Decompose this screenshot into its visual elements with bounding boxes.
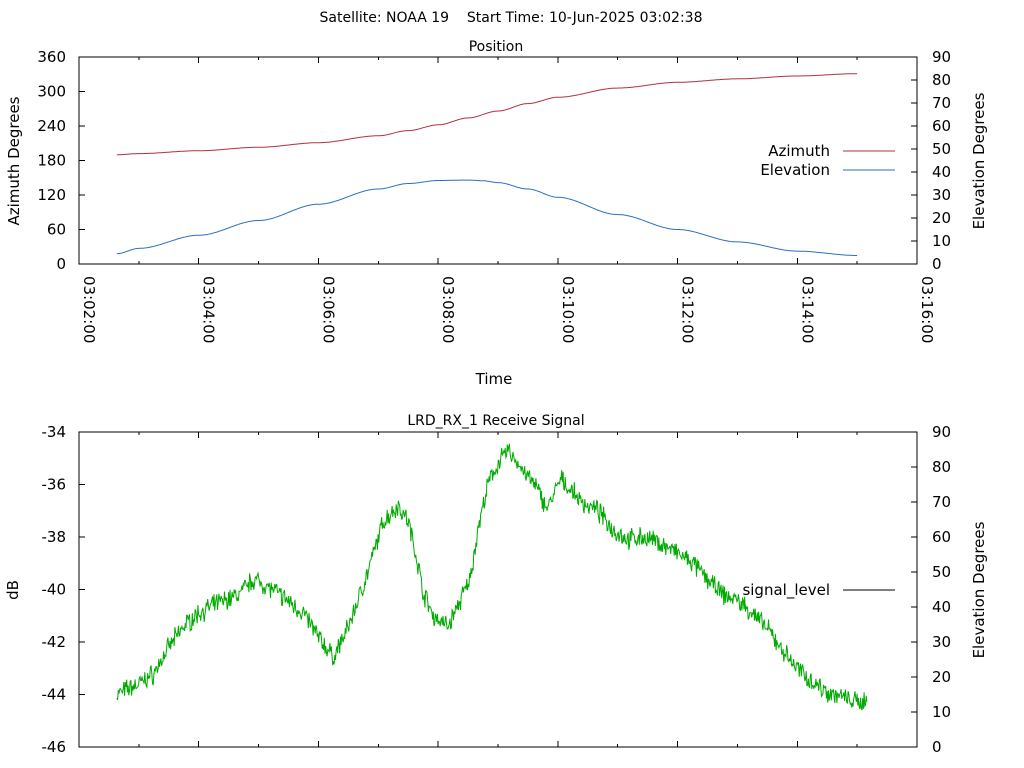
db-tick-label: -36 [42,476,67,494]
signal-chart: LRD_RX_1 Receive Signal dB Elevation Deg… [4,413,988,756]
time-tick-label: 03:04:00 [200,276,218,343]
elevation-bottom-tick-label: 70 [932,493,951,511]
elevation-top-tick-label: 10 [932,232,951,250]
signal-legend: signal_level [742,581,895,600]
legend-elevation-label: Elevation [760,161,830,179]
elevation-top-tick-label: 60 [932,117,951,135]
time-axis-label: Time [475,370,513,388]
elevation-top-tick-label: 70 [932,94,951,112]
position-chart-title: Position [469,39,524,55]
time-tick-label: 03:06:00 [319,276,337,343]
elevation-axis-label-bottom: Elevation Degrees [970,521,988,658]
azimuth-tick-label: 300 [37,83,66,101]
azimuth-tick-label: 60 [47,221,66,239]
db-tick-label: -34 [42,423,67,441]
azimuth-tick-label: 240 [37,117,66,135]
figure-title: Satellite: NOAA 19 Start Time: 10-Jun-20… [320,10,703,26]
elevation-bottom-tick-label: 0 [932,738,942,756]
azimuth-tick-label: 180 [37,152,66,170]
db-ticks: -34 -36 -38 -40 -42 -44 -46 [42,423,85,756]
elevation-ticks-top: 90 80 70 60 50 40 30 20 10 0 [911,48,951,273]
elevation-bottom-tick-label: 20 [932,668,951,686]
db-tick-label: -42 [42,633,67,651]
elevation-ticks-bottom: 90 80 70 60 50 40 30 20 10 0 [911,423,951,756]
db-tick-label: -46 [42,738,67,756]
elevation-top-tick-label: 30 [932,186,951,204]
azimuth-series-line [116,73,858,156]
time-tick-label: 03:14:00 [798,276,816,343]
signal-level-series-line [116,443,868,711]
time-tick-label: 03:12:00 [679,276,697,343]
db-tick-label: -40 [42,581,67,599]
db-tick-label: -44 [42,686,67,704]
elevation-bottom-tick-label: 30 [932,633,951,651]
time-tick-label: 03:08:00 [439,276,457,343]
azimuth-ticks: 360 300 240 180 120 60 0 [37,48,85,273]
signal-chart-title: LRD_RX_1 Receive Signal [407,413,584,429]
time-ticks-bottom [78,432,918,747]
time-tick-label: 03:10:00 [559,276,577,343]
elevation-top-tick-label: 40 [932,163,951,181]
legend-signal-label: signal_level [742,581,830,600]
time-tick-label: 03:16:00 [918,276,936,343]
elevation-bottom-tick-label: 90 [932,423,951,441]
azimuth-tick-label: 360 [37,48,66,66]
elevation-top-tick-label: 90 [932,48,951,66]
position-legend: Azimuth Elevation [760,142,895,179]
elevation-bottom-tick-label: 50 [932,563,951,581]
elevation-top-tick-label: 80 [932,71,951,89]
time-tick-label: 03:02:00 [80,276,98,343]
elevation-bottom-tick-label: 60 [932,528,951,546]
elevation-bottom-tick-label: 40 [932,598,951,616]
position-chart: Position Azimuth Degrees Elevation Degre… [5,39,988,388]
db-tick-label: -38 [42,528,67,546]
elevation-bottom-tick-label: 80 [932,458,951,476]
azimuth-tick-label: 120 [37,186,66,204]
time-ticks: 03:02:00 03:04:00 03:06:00 03:08:00 03:10:00… [78,57,936,343]
elevation-top-tick-label: 50 [932,140,951,158]
azimuth-tick-label: 0 [56,255,66,273]
elevation-top-tick-label: 0 [932,255,942,273]
azimuth-axis-label: Azimuth Degrees [5,96,23,225]
legend-azimuth-label: Azimuth [768,142,830,160]
elevation-series-line [116,179,858,256]
elevation-axis-label-top: Elevation Degrees [970,92,988,229]
elevation-bottom-tick-label: 10 [932,703,951,721]
elevation-top-tick-label: 20 [932,209,951,227]
db-axis-label: dB [4,580,22,600]
